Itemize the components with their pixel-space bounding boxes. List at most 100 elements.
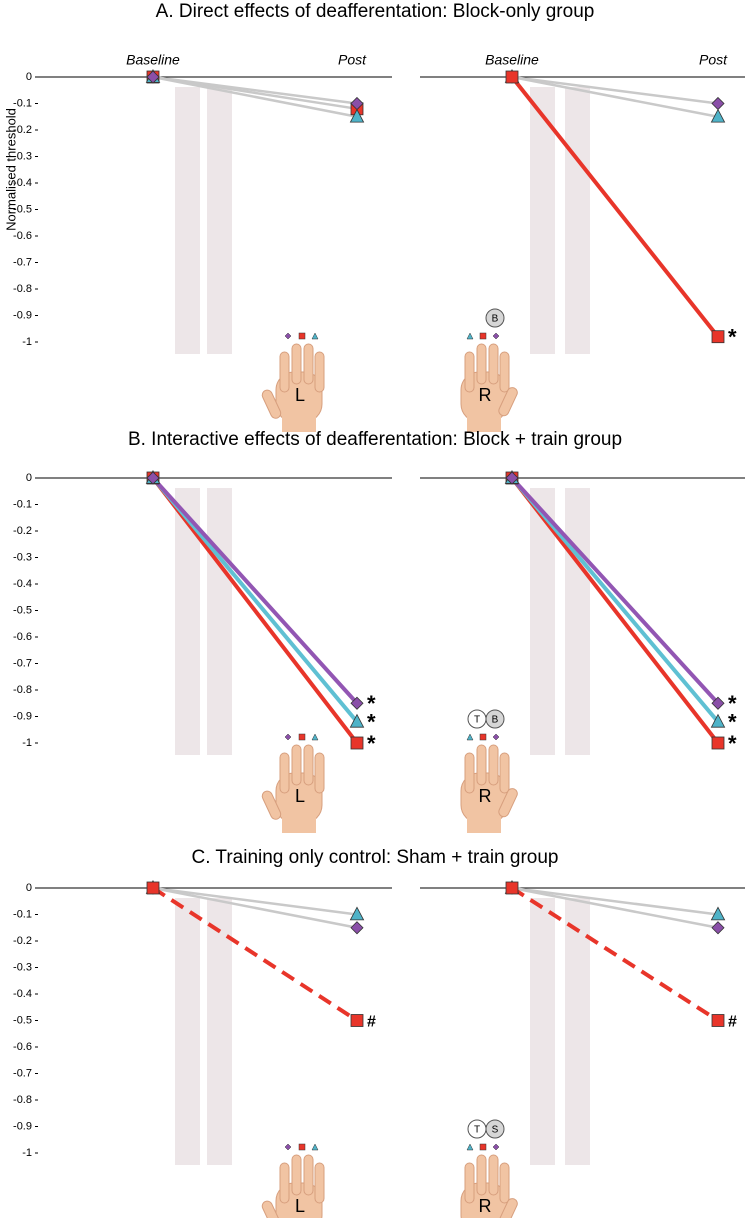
y-tick-label: -0.2 <box>13 124 32 136</box>
marker-triangle <box>349 906 365 921</box>
wrist <box>282 817 316 833</box>
badge-label: S <box>492 1125 499 1136</box>
y-tick-label: -0.4 <box>13 988 32 1000</box>
significance-mark: * <box>728 731 737 756</box>
marker-diamond <box>711 96 725 111</box>
finger-dot <box>466 1143 474 1151</box>
hand-label: R <box>479 385 492 405</box>
y-tick-label: -0.4 <box>13 177 32 189</box>
finger <box>279 351 290 393</box>
marker-diamond <box>350 96 364 111</box>
series-line <box>152 886 358 916</box>
section-title: A. Direct effects of deafferentation: Bl… <box>156 1 595 22</box>
thumb <box>261 389 282 419</box>
marker-triangle <box>710 906 726 921</box>
finger <box>464 1162 475 1204</box>
finger <box>291 343 302 385</box>
finger <box>476 744 487 786</box>
marker-square <box>350 736 364 750</box>
marker-triangle <box>710 713 726 728</box>
hand-icon: L <box>261 733 325 833</box>
finger <box>314 752 325 794</box>
marker-triangle <box>349 713 365 728</box>
series-line <box>511 75 719 118</box>
x-category-label: Baseline <box>485 52 539 68</box>
finger-dot <box>311 332 319 340</box>
marker-diamond <box>505 471 519 485</box>
series-line <box>510 476 720 724</box>
y-tick-label: -1 <box>22 1147 32 1159</box>
marker-square <box>711 1014 725 1027</box>
block-period <box>175 898 200 1165</box>
y-tick-label: -0.5 <box>13 1014 32 1026</box>
marker-square <box>711 330 725 344</box>
finger <box>291 744 302 786</box>
y-tick-label: -0.4 <box>13 578 32 590</box>
block-period <box>175 87 200 354</box>
hand-icon: RB <box>460 308 518 432</box>
block-period <box>565 87 590 354</box>
finger <box>464 351 475 393</box>
hand-icon: L <box>261 1143 325 1218</box>
significance-mark: * <box>728 710 737 735</box>
y-tick-label: -0.9 <box>13 309 32 321</box>
y-tick-label: -0.3 <box>13 150 32 162</box>
marker-square <box>505 881 519 895</box>
y-axis-label: Normalised threshold <box>3 108 18 231</box>
badge <box>485 709 505 729</box>
section-title: C. Training only control: Sham + train g… <box>192 847 559 868</box>
finger-dot <box>298 1143 306 1151</box>
wrist <box>467 817 501 833</box>
y-tick-label: -0.6 <box>13 230 32 242</box>
series-line <box>511 886 719 929</box>
y-tick-label: -0.5 <box>13 203 32 215</box>
y-tick-label: -0.7 <box>13 1067 32 1079</box>
finger <box>291 1154 302 1196</box>
badge <box>485 308 505 328</box>
significance-mark: * <box>728 325 737 350</box>
wrist <box>467 416 501 432</box>
series-line <box>510 75 720 338</box>
marker-diamond <box>350 696 364 710</box>
hand-label: L <box>295 786 305 806</box>
hand-icon: R T B <box>460 709 518 833</box>
marker-square <box>350 1014 364 1027</box>
y-tick-label: -0.8 <box>13 1094 32 1106</box>
finger <box>488 744 499 786</box>
series-line <box>152 75 358 118</box>
significance-mark: # <box>367 1014 376 1031</box>
finger-dot <box>284 332 292 340</box>
finger <box>488 343 499 385</box>
marker-square <box>505 70 519 84</box>
finger-dot <box>466 332 474 340</box>
finger-dot <box>311 1143 319 1151</box>
section-title: B. Interactive effects of deafferentatio… <box>128 429 622 450</box>
finger-dot <box>298 332 306 340</box>
badge-label: B <box>492 715 499 726</box>
thumb <box>261 1200 282 1218</box>
y-tick-label: -1 <box>22 336 32 348</box>
y-tick-label: 0 <box>26 882 32 894</box>
marker-triangle <box>349 108 365 123</box>
significance-mark: * <box>728 691 737 716</box>
hand-label: R <box>479 786 492 806</box>
hand-icon: L <box>261 332 325 432</box>
finger-dot <box>479 332 487 340</box>
y-tick-label: -0.3 <box>13 551 32 563</box>
finger <box>314 1162 325 1204</box>
block-period <box>565 898 590 1165</box>
finger <box>499 752 510 794</box>
finger <box>303 1154 314 1196</box>
finger <box>499 1162 510 1204</box>
y-tick-label: -0.3 <box>13 961 32 973</box>
y-tick-label: -0.1 <box>13 908 32 920</box>
wrist <box>282 416 316 432</box>
finger-dot <box>284 733 292 741</box>
series-line <box>151 476 359 705</box>
thumb <box>498 788 518 818</box>
block-period <box>207 488 232 755</box>
block-period <box>207 898 232 1165</box>
significance-mark: * <box>367 710 376 735</box>
finger <box>303 343 314 385</box>
finger-dot <box>492 1143 500 1151</box>
